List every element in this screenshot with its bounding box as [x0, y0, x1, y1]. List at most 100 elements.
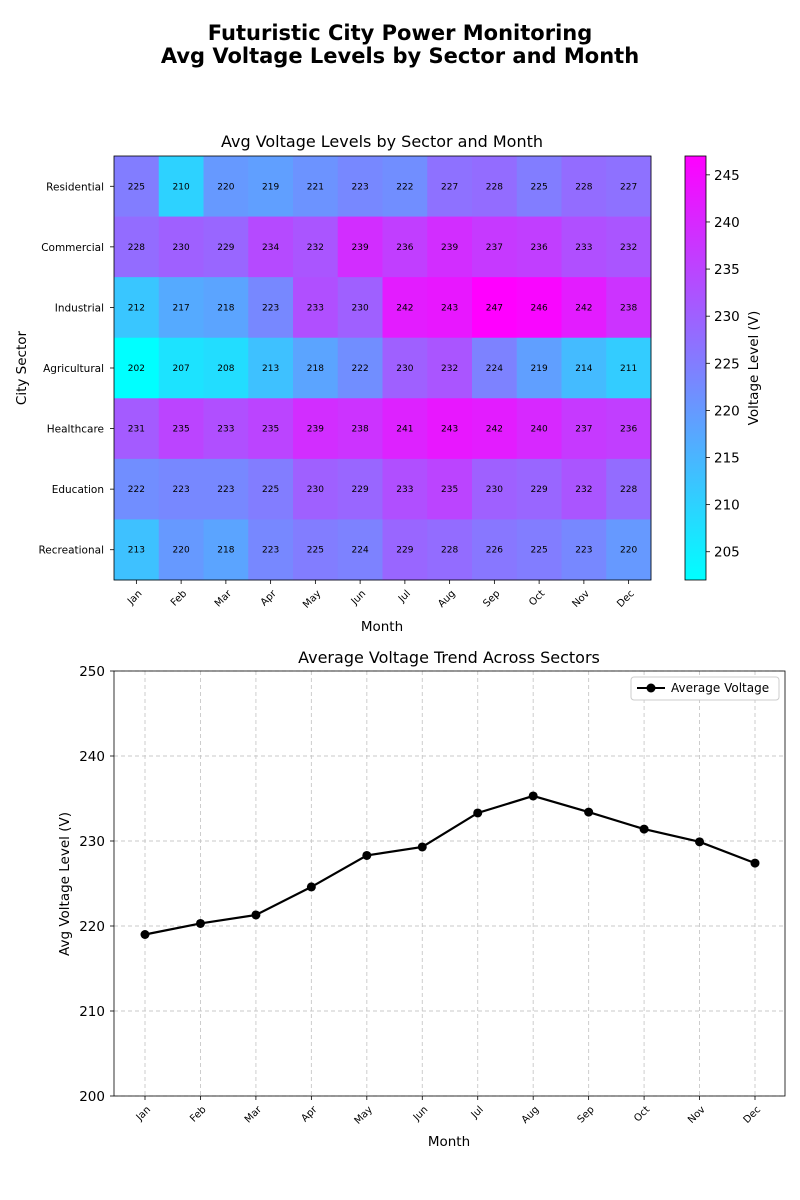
- colorbar-tick-label: 225: [714, 356, 740, 372]
- heatmap-x-tick-label: Aug: [436, 588, 458, 610]
- heatmap-cell-label: 228: [128, 243, 145, 253]
- heatmap-cell-label: 213: [128, 546, 145, 556]
- heatmap-chart: Avg Voltage Levels by Sector and Month 2…: [14, 132, 651, 635]
- heatmap-cell-label: 229: [217, 243, 234, 253]
- heatmap-cell-label: 222: [396, 182, 413, 192]
- line-chart-legend: Average Voltage: [631, 677, 779, 700]
- heatmap-cell-label: 223: [262, 303, 279, 313]
- heatmap-cell-label: 220: [620, 546, 637, 556]
- heatmap-cell-label: 225: [531, 546, 548, 556]
- heatmap-x-tick-label: Jan: [125, 588, 144, 607]
- line-chart-x-ticks: Jan Feb Mar Apr May Jun Jul Aug Sep Oct Nov Dec: [134, 1096, 763, 1127]
- heatmap-x-tick-label: May: [301, 588, 323, 610]
- heatmap-cell-label: 228: [575, 182, 592, 192]
- heatmap-cell-label: 223: [575, 546, 592, 556]
- line-data-point: [307, 882, 316, 891]
- heatmap-cell-label: 241: [396, 425, 413, 435]
- line-data-point: [695, 837, 704, 846]
- figure-title-line2: Avg Voltage Levels by Sector and Month: [161, 44, 639, 68]
- line-chart-x-axis-label: Month: [428, 1134, 470, 1150]
- heatmap-cell-label: 242: [396, 303, 413, 313]
- heatmap-cell-label: 219: [262, 182, 279, 192]
- heatmap-cell-label: 230: [307, 485, 324, 495]
- line-data-point: [196, 919, 205, 928]
- heatmap-cell-label: 227: [620, 182, 637, 192]
- heatmap-y-tick-label: Residential: [46, 181, 104, 193]
- heatmap-cell-label: 212: [128, 303, 145, 313]
- line-chart-series: [141, 791, 760, 939]
- heatmap-cell-label: 213: [262, 364, 279, 374]
- heatmap-cell-label: 228: [620, 485, 637, 495]
- heatmap-cell-label: 234: [262, 243, 279, 253]
- heatmap-cell-label: 214: [575, 364, 592, 374]
- heatmap-cell-label: 242: [575, 303, 592, 313]
- colorbar-tick-label: 230: [714, 309, 740, 325]
- line-chart-x-tick-label: May: [353, 1104, 375, 1126]
- figure-title-line1: Futuristic City Power Monitoring: [208, 21, 593, 45]
- heatmap-cell-label: 218: [217, 546, 234, 556]
- heatmap-cell-label: 219: [531, 364, 548, 374]
- colorbar-tick-label: 245: [714, 168, 740, 184]
- colorbar: 205 210 215 220 225 230 235 240 245 Voltage Leve…: [685, 156, 762, 580]
- heatmap-y-tick-label: Agricultural: [43, 363, 104, 375]
- heatmap-cells: 225 210 220 219 221 223 222 227 228 225 228 227 228 2…: [114, 156, 651, 580]
- line-chart-x-tick-label: Jun: [411, 1104, 431, 1124]
- legend-marker-sample: [647, 684, 656, 693]
- heatmap-cell-label: 233: [217, 425, 234, 435]
- heatmap-cell-label: 224: [352, 546, 369, 556]
- heatmap-cell-label: 235: [262, 425, 279, 435]
- line-data-point: [473, 808, 482, 817]
- heatmap-x-axis-label: Month: [361, 619, 403, 635]
- heatmap-cell-label: 228: [441, 546, 458, 556]
- heatmap-cell-label: 227: [441, 182, 458, 192]
- colorbar-tick-label: 205: [714, 545, 740, 561]
- line-data-point: [584, 808, 593, 817]
- heatmap-cell-label: 246: [531, 303, 548, 313]
- heatmap-x-tick-label: Feb: [169, 588, 189, 608]
- heatmap-cell-label: 236: [396, 243, 413, 253]
- colorbar-tick-label: 235: [714, 262, 740, 278]
- heatmap-cell-label: 221: [307, 182, 324, 192]
- heatmap-cell-label: 233: [307, 303, 324, 313]
- heatmap-cell-label: 223: [262, 546, 279, 556]
- line-chart-y-axis-label: Avg Voltage Level (V): [57, 812, 73, 956]
- heatmap-cell-label: 233: [396, 485, 413, 495]
- line-chart-y-tick-label: 210: [79, 1004, 105, 1020]
- heatmap-cell-label: 237: [486, 243, 503, 253]
- heatmap-cell-label: 229: [396, 546, 413, 556]
- heatmap-y-axis-label: City Sector: [14, 330, 30, 405]
- heatmap-x-tick-label: Oct: [527, 588, 547, 608]
- heatmap-cell-label: 230: [173, 243, 190, 253]
- heatmap-cell-label: 211: [620, 364, 637, 374]
- legend-label: Average Voltage: [671, 681, 769, 695]
- heatmap-cell-label: 224: [486, 364, 503, 374]
- heatmap-cell-label: 240: [531, 425, 548, 435]
- heatmap-cell-label: 218: [307, 364, 324, 374]
- line-data-point: [251, 910, 260, 919]
- line-data-point: [640, 825, 649, 834]
- heatmap-cell-label: 231: [128, 425, 145, 435]
- heatmap-x-tick-label: Jul: [396, 588, 413, 605]
- heatmap-cell-label: 230: [352, 303, 369, 313]
- heatmap-y-ticks: ResidentialCommercialIndustrialAgricultu…: [38, 181, 114, 556]
- line-chart-y-tick-label: 200: [79, 1089, 105, 1105]
- colorbar-tick-label: 210: [714, 498, 740, 514]
- heatmap-cell-label: 243: [441, 425, 458, 435]
- heatmap-cell-label: 230: [486, 485, 503, 495]
- heatmap-x-tick-label: Jun: [349, 588, 369, 608]
- line-chart-x-tick-label: Feb: [188, 1104, 208, 1124]
- heatmap-cell-label: 223: [352, 182, 369, 192]
- heatmap-cell-label: 235: [441, 485, 458, 495]
- heatmap-cell-label: 233: [575, 243, 592, 253]
- heatmap-cell-label: 239: [352, 243, 369, 253]
- heatmap-cell-label: 236: [620, 425, 637, 435]
- line-chart-y-tick-label: 230: [79, 834, 105, 850]
- heatmap-cell-label: 230: [396, 364, 413, 374]
- heatmap-y-tick-label: Recreational: [38, 545, 104, 557]
- line-chart-y-tick-label: 220: [79, 919, 105, 935]
- heatmap-cell-label: 239: [307, 425, 324, 435]
- heatmap-y-tick-label: Education: [52, 484, 104, 496]
- heatmap-cell-label: 229: [352, 485, 369, 495]
- heatmap-x-tick-label: Mar: [213, 588, 235, 610]
